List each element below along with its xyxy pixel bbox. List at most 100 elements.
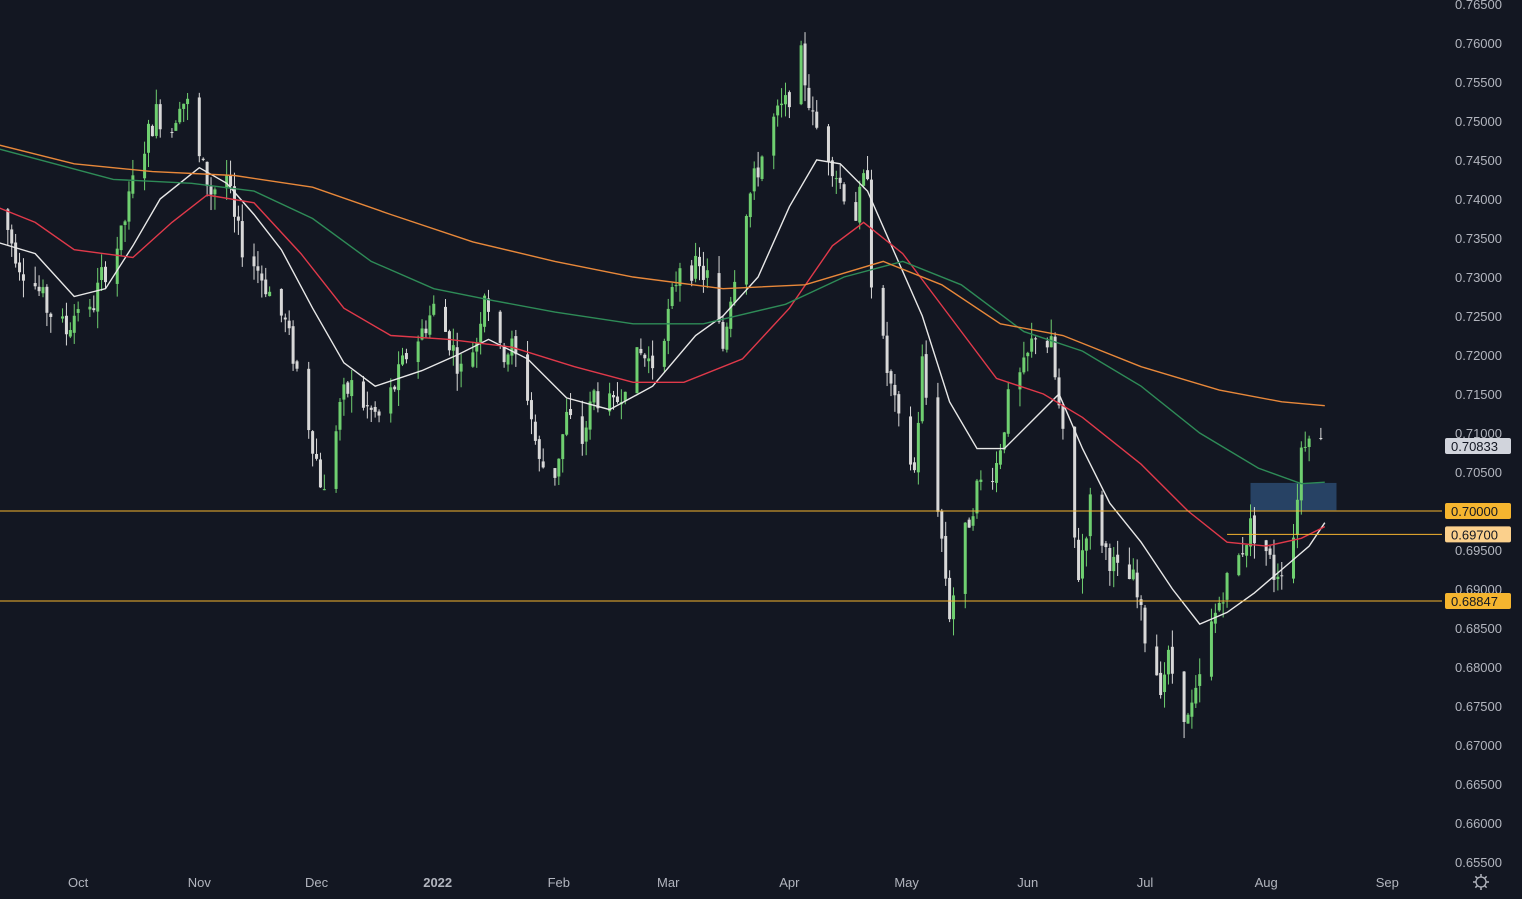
moving-average-line-3 [0,148,1325,485]
candle-body [565,411,569,435]
candle-body [612,395,616,398]
y-tick-label: 0.68000 [1455,660,1502,675]
candle-body [1276,576,1280,580]
candle-body [131,175,135,194]
level-price-tag-bg [1445,503,1511,520]
candle-body [479,323,483,343]
candle-body [373,406,377,412]
candle-body [537,439,541,459]
candle-body [1319,438,1323,440]
candle-body [14,242,18,264]
candle-body [963,522,967,594]
candle-body [397,364,401,391]
candle-body [815,111,819,128]
candle-body [158,104,162,130]
candle-body [506,354,510,365]
settings-icon[interactable] [1473,874,1489,890]
candle-body [1084,538,1088,551]
y-tick-label: 0.72000 [1455,348,1502,363]
settings-icon-tooth[interactable] [1484,885,1488,889]
settings-icon-tooth[interactable] [1484,875,1488,879]
candle-body [690,265,694,281]
candle-body [623,391,627,402]
candle-body [115,248,119,284]
candle-body [1080,550,1084,579]
candle-body [834,178,838,180]
candle-body [1292,537,1296,579]
candle-body [1194,687,1198,704]
candle-body [772,116,776,156]
candle-body [49,313,53,317]
candle-body [127,191,131,222]
x-tick-label: Aug [1255,875,1278,890]
horizontal-levels-layer[interactable] [0,510,1442,602]
y-tick-label: 0.72500 [1455,309,1502,324]
candle-body [752,168,756,192]
candle-body [498,311,502,343]
x-tick-label: Apr [779,875,800,890]
candle-body [10,229,14,244]
settings-icon-tooth[interactable] [1474,885,1478,889]
candle-body [885,335,889,373]
candle-body [952,595,956,620]
candle-body [432,303,436,315]
candle-body [146,123,150,153]
candle-body [651,355,655,369]
candle-body [315,453,319,459]
x-tick-label: Jun [1017,875,1038,890]
candle-body [1002,432,1006,450]
candle-body [459,363,463,372]
candle-body [1127,564,1131,580]
candle-body [1182,671,1186,722]
candle-body [881,287,885,336]
candle-body [1100,494,1104,546]
time-axis[interactable]: Oct Nov Dec 2022 Feb Mar Apr May Jun Jul Aug Sep [68,875,1399,890]
candle-body [1303,446,1307,448]
candle-body [729,301,733,329]
candle-body [596,391,600,409]
candle-body [1073,426,1077,538]
price-axis[interactable]: 0.76500 0.76000 0.75500 0.75000 0.74500 0.740… [1455,0,1502,870]
candle-body [541,461,545,468]
candle-body [33,283,37,287]
candle-body [6,209,10,230]
candle-body [995,463,999,483]
candle-body [897,394,901,414]
candle-body [186,98,190,105]
candle-body [1209,621,1213,677]
settings-icon-tooth[interactable] [1474,875,1478,879]
candle-body [799,45,803,105]
candle-body [486,298,490,312]
candle-body [68,330,72,337]
candle-body [807,87,811,108]
candle-body [553,468,557,478]
candle-body [924,354,928,398]
candle-body [174,123,178,131]
candle-body [96,282,100,312]
candle-body [608,393,612,412]
candle-body [404,353,408,360]
candle-body [1245,545,1249,556]
x-tick-label: 2022 [423,875,452,890]
candle-body [717,273,721,322]
candle-body [944,535,948,579]
candle-body [1053,336,1057,378]
candle-body [975,480,979,514]
candle-body [838,177,842,183]
candle-body [830,160,834,177]
y-tick-label: 0.67500 [1455,699,1502,714]
candle-body [721,321,725,349]
candle-body [569,409,573,416]
candle-body [1088,494,1092,537]
price-tags-layer: 0.70833 0.70000 0.69700 0.68847 [1445,438,1511,609]
candle-body [502,345,506,363]
candle-body [1061,404,1065,429]
y-tick-label: 0.68500 [1455,621,1502,636]
candle-body [1241,553,1245,555]
candle-body [1022,357,1026,373]
candle-body [1034,338,1038,340]
candle-body [18,262,22,273]
candle-body [1280,575,1284,577]
